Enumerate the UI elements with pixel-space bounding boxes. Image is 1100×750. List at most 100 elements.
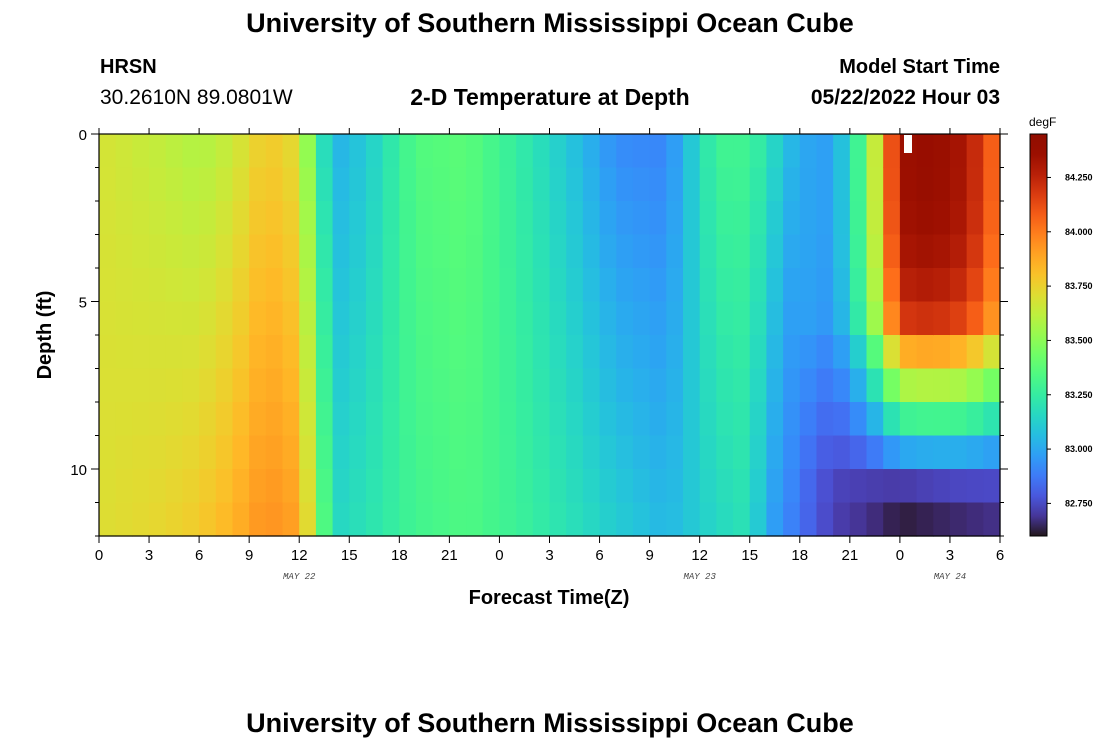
heatmap-cell xyxy=(666,134,684,169)
heatmap-cell xyxy=(399,201,417,236)
heatmap-cell xyxy=(132,268,150,303)
heatmap-cell xyxy=(115,134,133,169)
heatmap-cell xyxy=(416,502,434,537)
heatmap-cell xyxy=(99,435,117,470)
heatmap-cell xyxy=(966,435,984,470)
heatmap-cell xyxy=(983,268,1001,303)
heatmap-cell xyxy=(532,167,551,202)
heatmap-cell xyxy=(616,469,634,504)
heatmap-cell xyxy=(582,435,601,470)
chart-subtitle: 2-D Temperature at Depth xyxy=(410,84,690,110)
heatmap-cell xyxy=(783,301,801,336)
x-tick-label: 3 xyxy=(946,547,954,564)
heatmap-cell xyxy=(682,268,701,303)
heatmap-cell xyxy=(232,167,250,202)
heatmap-cell xyxy=(466,268,484,303)
heatmap-cell xyxy=(199,201,217,236)
heatmap-cell xyxy=(182,167,200,202)
heatmap-cell xyxy=(249,167,267,202)
heatmap-cell xyxy=(866,167,884,202)
colorbar-tick-label: 83.500 xyxy=(1065,335,1093,345)
heatmap-cell xyxy=(199,502,217,537)
heatmap-cell xyxy=(282,301,300,336)
heatmap-cell xyxy=(115,268,133,303)
heatmap-cell xyxy=(265,335,284,370)
heatmap-cell xyxy=(733,435,751,470)
heatmap-cell xyxy=(382,301,400,336)
heatmap-cell xyxy=(482,435,501,470)
heatmap-cell xyxy=(966,502,984,537)
heatmap-cell xyxy=(933,301,951,336)
heatmap-cell xyxy=(332,234,350,269)
heatmap-cell xyxy=(983,502,1001,537)
heatmap-cell xyxy=(349,167,367,202)
colorbar-tick-label: 84.000 xyxy=(1065,227,1093,237)
heatmap-cell xyxy=(816,167,834,202)
heatmap-cell xyxy=(733,234,751,269)
heatmap-cell xyxy=(699,502,717,537)
heatmap-cell xyxy=(382,469,400,504)
heatmap-cell xyxy=(315,134,334,169)
heatmap-cell xyxy=(582,335,601,370)
heatmap-cell xyxy=(432,268,450,303)
heatmap-cell xyxy=(649,201,667,236)
heatmap-cell xyxy=(349,368,367,403)
heatmap-cell xyxy=(616,134,634,169)
heatmap-cell xyxy=(349,301,367,336)
x-tick-label: 21 xyxy=(441,547,458,564)
heatmap-cell xyxy=(833,402,851,437)
heatmap-cell xyxy=(315,335,334,370)
heatmap-cell xyxy=(799,301,818,336)
heatmap-cell xyxy=(666,368,684,403)
heatmap-cell xyxy=(232,134,250,169)
colorbar-tick-label: 82.750 xyxy=(1065,498,1093,508)
heatmap-cell xyxy=(666,301,684,336)
heatmap-cell xyxy=(282,368,300,403)
heatmap-cell xyxy=(399,402,417,437)
heatmap-cell xyxy=(182,335,200,370)
heatmap-cell xyxy=(699,234,717,269)
heatmap-cell xyxy=(883,201,901,236)
heatmap-cell xyxy=(182,134,200,169)
heatmap-cell xyxy=(816,402,834,437)
heatmap-cell xyxy=(699,402,717,437)
heatmap-cell xyxy=(299,502,317,537)
heatmap-cell xyxy=(249,435,267,470)
heatmap-cell xyxy=(816,234,834,269)
heatmap-cell xyxy=(416,368,434,403)
heatmap-cell xyxy=(249,402,267,437)
y-tick-label: 0 xyxy=(79,127,87,144)
x-tick-label: 6 xyxy=(595,547,603,564)
heatmap-cell xyxy=(549,201,567,236)
heatmap-cell xyxy=(599,167,617,202)
heatmap-cell xyxy=(149,234,167,269)
heatmap-cell xyxy=(549,335,567,370)
heatmap-cell xyxy=(99,301,117,336)
heatmap-cell xyxy=(566,234,584,269)
heatmap-cell xyxy=(599,301,617,336)
heatmap-cell xyxy=(649,335,667,370)
heatmap-cell xyxy=(499,435,517,470)
heatmap-cell xyxy=(199,301,217,336)
heatmap-cell xyxy=(265,469,284,504)
heatmap-cell xyxy=(315,268,334,303)
heatmap-cell xyxy=(399,435,417,470)
heatmap-cell xyxy=(99,134,117,169)
heatmap-cell xyxy=(432,301,450,336)
heatmap-cell xyxy=(382,201,400,236)
heatmap-cell xyxy=(866,268,884,303)
heatmap-cell xyxy=(649,502,667,537)
heatmap-cell xyxy=(215,301,234,336)
heatmap-cell xyxy=(783,268,801,303)
heatmap-cell xyxy=(482,502,501,537)
heatmap-cell xyxy=(699,134,717,169)
heatmap-cell xyxy=(399,368,417,403)
heatmap-cell xyxy=(733,335,751,370)
heatmap-cell xyxy=(949,234,968,269)
heatmap-cell xyxy=(299,201,317,236)
heatmap-cell xyxy=(349,201,367,236)
heatmap-cell xyxy=(365,167,384,202)
heatmap-cell xyxy=(599,268,617,303)
heatmap-cell xyxy=(566,402,584,437)
heatmap-cell xyxy=(983,301,1001,336)
